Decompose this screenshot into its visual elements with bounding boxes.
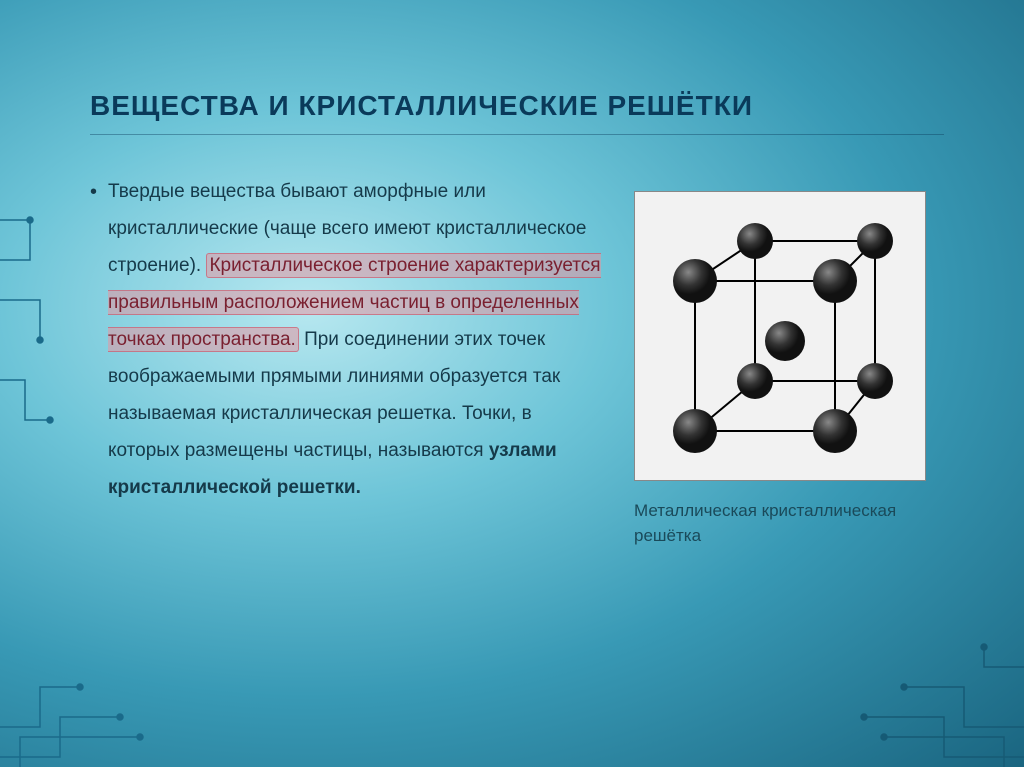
diagram-caption: Металлическая кристаллическая решётка — [634, 499, 944, 548]
diagram-column: Металлическая кристаллическая решётка — [634, 173, 944, 548]
circuit-decoration-bottom-right — [804, 627, 1024, 767]
text-column: Твердые вещества бывают аморфные или кри… — [90, 173, 604, 548]
slide-content: ВЕЩЕСТВА И КРИСТАЛЛИЧЕСКИЕ РЕШЁТКИ Тверд… — [0, 0, 1024, 588]
lattice-diagram — [634, 191, 926, 481]
slide-title: ВЕЩЕСТВА И КРИСТАЛЛИЧЕСКИЕ РЕШЁТКИ — [90, 90, 944, 135]
lattice-svg — [635, 191, 925, 481]
body-row: Твердые вещества бывают аморфные или кри… — [90, 173, 944, 548]
circuit-decoration-bottom-left — [0, 647, 180, 767]
